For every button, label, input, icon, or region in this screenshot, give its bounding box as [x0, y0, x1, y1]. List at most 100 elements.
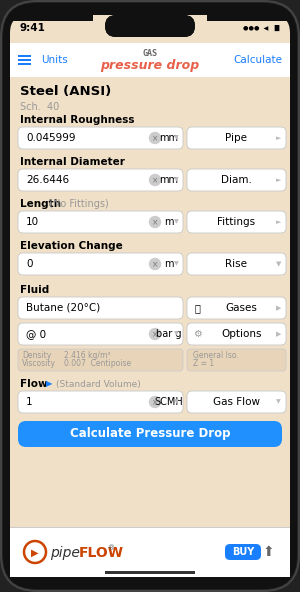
- Text: ▶: ▶: [276, 331, 281, 337]
- Text: 10: 10: [26, 217, 39, 227]
- Text: Density: Density: [22, 352, 51, 361]
- FancyBboxPatch shape: [187, 391, 286, 413]
- Text: (Standard Volume): (Standard Volume): [56, 379, 141, 388]
- Text: ×: ×: [152, 218, 158, 227]
- Text: ►: ►: [276, 177, 281, 183]
- Circle shape: [149, 217, 161, 227]
- Text: GAS: GAS: [142, 49, 158, 57]
- Circle shape: [149, 259, 161, 269]
- Bar: [18, 55, 31, 57]
- Text: ⚙: ⚙: [193, 329, 201, 339]
- Text: bar g: bar g: [156, 329, 182, 339]
- Text: Diam.: Diam.: [221, 175, 252, 185]
- Text: 0: 0: [26, 259, 32, 269]
- Bar: [10, 15, 290, 21]
- FancyBboxPatch shape: [187, 297, 286, 319]
- Text: mm: mm: [160, 133, 178, 143]
- Text: General Iso.: General Iso.: [193, 352, 239, 361]
- Circle shape: [149, 329, 161, 339]
- Circle shape: [149, 133, 161, 143]
- Text: Elevation Change: Elevation Change: [20, 241, 123, 251]
- Text: ▶: ▶: [46, 379, 52, 388]
- Text: 1: 1: [26, 397, 33, 407]
- Text: m: m: [164, 259, 174, 269]
- Text: ▼: ▼: [174, 332, 179, 336]
- FancyBboxPatch shape: [18, 211, 183, 233]
- Text: Gas Flow: Gas Flow: [213, 397, 260, 407]
- Text: Steel (ANSI): Steel (ANSI): [20, 85, 111, 98]
- FancyBboxPatch shape: [105, 15, 195, 37]
- Text: pressure drop: pressure drop: [100, 59, 200, 72]
- Text: ▼: ▼: [174, 178, 179, 182]
- Text: Units: Units: [40, 55, 68, 65]
- Text: Sch.  40: Sch. 40: [20, 102, 59, 112]
- Text: Butane (20°C): Butane (20°C): [26, 303, 100, 313]
- Text: ⬆: ⬆: [262, 545, 274, 559]
- Circle shape: [149, 175, 161, 185]
- Text: 0.007  Centipoise: 0.007 Centipoise: [64, 359, 131, 368]
- FancyBboxPatch shape: [187, 349, 286, 371]
- Text: Z = 1: Z = 1: [193, 359, 214, 368]
- Text: Fluid: Fluid: [20, 285, 49, 295]
- Text: @ 0: @ 0: [26, 329, 46, 339]
- Text: 26.6446: 26.6446: [26, 175, 69, 185]
- FancyBboxPatch shape: [18, 297, 183, 319]
- Text: ►: ►: [276, 135, 281, 141]
- Text: ×: ×: [152, 176, 158, 185]
- Text: ×: ×: [152, 398, 158, 407]
- Text: ●●●  ◀  ▐▌: ●●● ◀ ▐▌: [243, 25, 282, 31]
- Text: ►: ►: [276, 219, 281, 225]
- FancyBboxPatch shape: [187, 127, 286, 149]
- Text: ×: ×: [152, 260, 158, 269]
- Bar: [18, 59, 31, 61]
- Bar: [18, 63, 31, 65]
- Text: 0.045999: 0.045999: [26, 133, 76, 143]
- Bar: [10, 43, 290, 77]
- Bar: [10, 77, 290, 525]
- Text: Internal Diameter: Internal Diameter: [20, 157, 125, 167]
- Bar: [10, 527, 290, 577]
- Text: ▼: ▼: [174, 262, 179, 266]
- Bar: [93, 15, 207, 25]
- Text: ▼: ▼: [174, 400, 179, 404]
- Text: Options: Options: [221, 329, 262, 339]
- FancyBboxPatch shape: [18, 323, 183, 345]
- FancyBboxPatch shape: [187, 253, 286, 275]
- FancyBboxPatch shape: [18, 349, 183, 371]
- Text: Viscosity: Viscosity: [22, 359, 56, 368]
- Text: mm: mm: [160, 175, 178, 185]
- Text: ▼: ▼: [276, 261, 281, 267]
- Text: Fittings: Fittings: [218, 217, 256, 227]
- Text: Calculate: Calculate: [233, 55, 282, 65]
- Text: Gases: Gases: [226, 303, 257, 313]
- Text: Flow: Flow: [20, 379, 48, 389]
- Text: ®: ®: [108, 545, 115, 551]
- Text: 2.416 kg/m³: 2.416 kg/m³: [64, 352, 110, 361]
- Text: Pipe: Pipe: [226, 133, 247, 143]
- FancyBboxPatch shape: [187, 169, 286, 191]
- FancyBboxPatch shape: [18, 127, 183, 149]
- Text: pipe: pipe: [50, 546, 80, 560]
- Text: ×: ×: [152, 330, 158, 339]
- Bar: [105, 571, 195, 574]
- Text: ▼: ▼: [276, 400, 281, 404]
- FancyBboxPatch shape: [18, 391, 183, 413]
- Text: 💧: 💧: [194, 303, 200, 313]
- Text: ▶: ▶: [31, 548, 39, 558]
- FancyBboxPatch shape: [18, 253, 183, 275]
- FancyBboxPatch shape: [18, 421, 282, 447]
- FancyBboxPatch shape: [225, 544, 261, 560]
- FancyBboxPatch shape: [187, 211, 286, 233]
- Text: Calculate Pressure Drop: Calculate Pressure Drop: [70, 427, 230, 440]
- Text: ▶: ▶: [276, 305, 281, 311]
- Text: 9:41: 9:41: [19, 23, 45, 33]
- FancyBboxPatch shape: [105, 15, 195, 37]
- FancyBboxPatch shape: [3, 3, 297, 589]
- Text: FLOW: FLOW: [79, 546, 124, 560]
- Text: (No Fittings): (No Fittings): [46, 199, 109, 209]
- Text: SCMH: SCMH: [154, 397, 183, 407]
- FancyBboxPatch shape: [18, 169, 183, 191]
- Text: ▼: ▼: [174, 136, 179, 140]
- Text: ×: ×: [152, 134, 158, 143]
- Text: Rise: Rise: [226, 259, 247, 269]
